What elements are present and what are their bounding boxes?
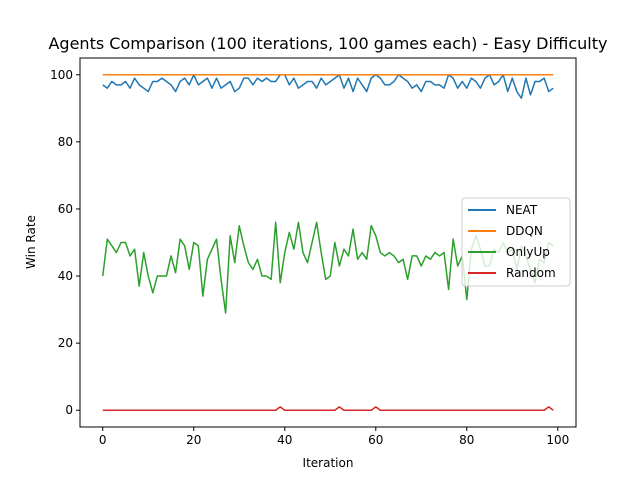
x-tick-label: 0 — [99, 433, 107, 447]
x-axis-label: Iteration — [303, 456, 354, 470]
x-tick-label: 100 — [546, 433, 569, 447]
legend-box — [461, 197, 571, 287]
y-tick-label: 80 — [58, 135, 73, 149]
chart-title: Agents Comparison (100 iterations, 100 g… — [48, 34, 607, 53]
y-tick-label: 40 — [58, 269, 73, 283]
y-tick-label: 60 — [58, 202, 73, 216]
y-axis: 0 20 40 60 80 100 — [50, 68, 80, 417]
x-tick-label: 80 — [459, 433, 474, 447]
legend: NEAT DDQN OnlyUp Random — [461, 197, 571, 287]
x-tick-label: 40 — [277, 433, 292, 447]
series-line-random — [102, 406, 554, 411]
legend-label-random: Random — [506, 266, 556, 280]
x-tick-label: 20 — [186, 433, 201, 447]
legend-label-ddqn: DDQN — [506, 224, 543, 238]
y-tick-label: 20 — [58, 336, 73, 350]
legend-label-onlyup: OnlyUp — [506, 245, 550, 259]
plot-frame — [79, 57, 577, 428]
x-tick-label: 60 — [368, 433, 383, 447]
y-tick-label: 0 — [65, 403, 73, 417]
y-axis-label: Win Rate — [24, 215, 38, 269]
legend-label-neat: NEAT — [506, 203, 538, 217]
y-tick-label: 100 — [50, 68, 73, 82]
series-line-neat — [102, 74, 554, 99]
x-axis: 0 20 40 60 80 100 — [99, 427, 569, 447]
